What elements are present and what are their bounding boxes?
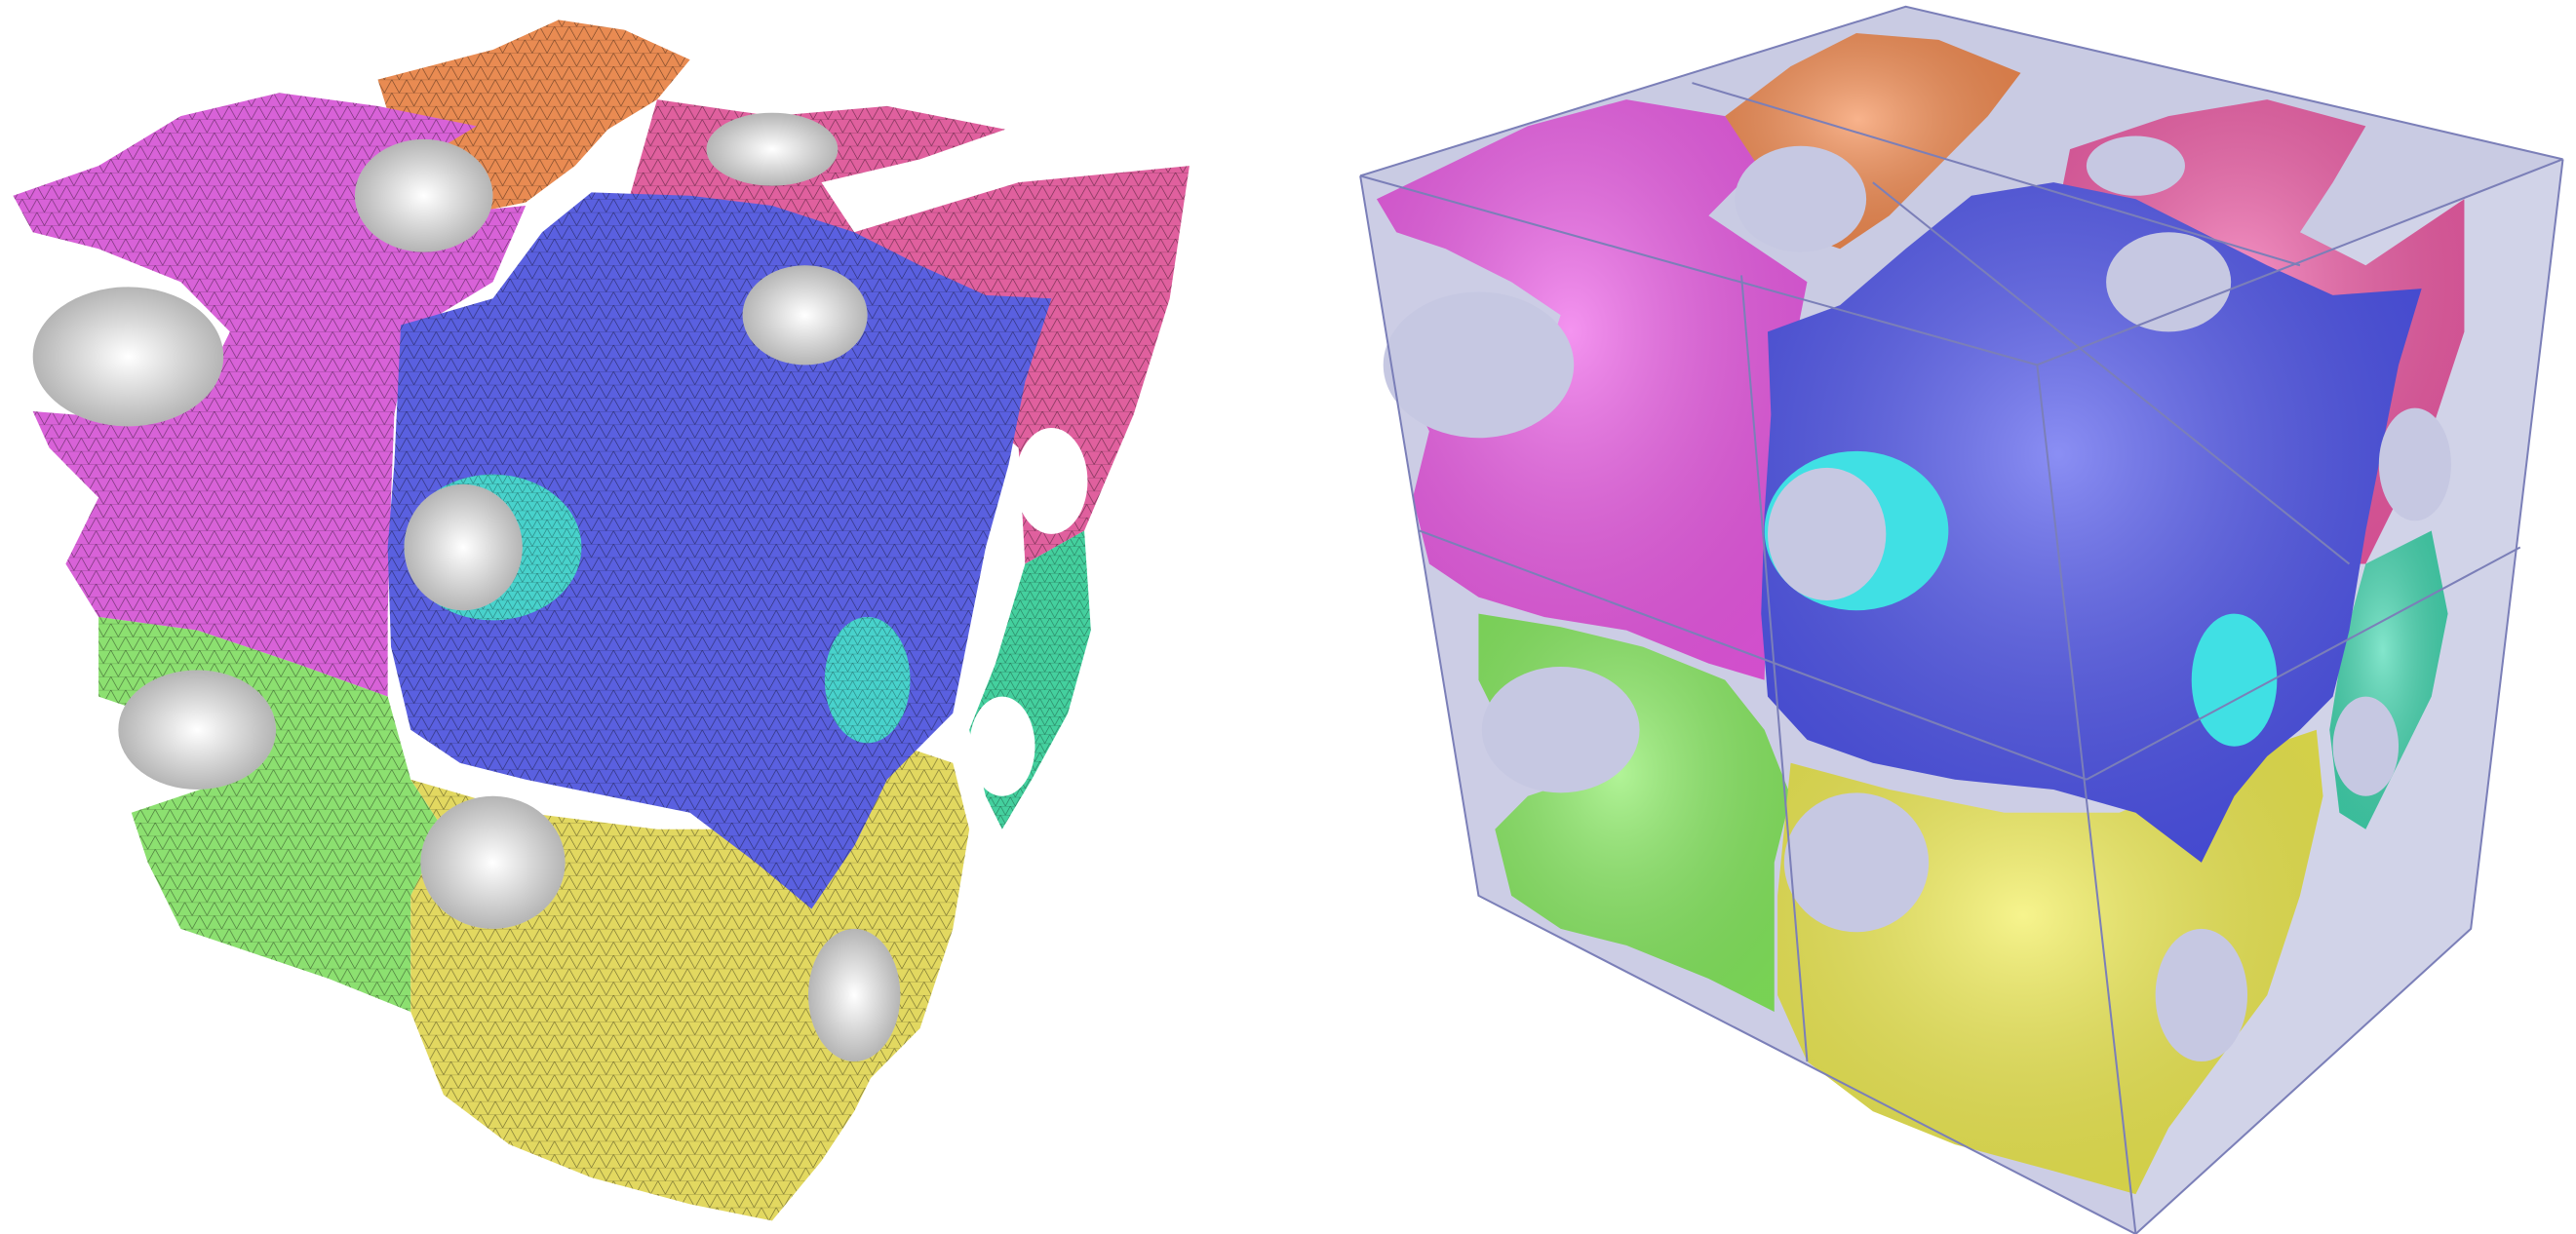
left-panel <box>13 19 1190 1221</box>
region-green-left <box>98 617 444 1012</box>
tunnels-right <box>1383 135 2451 1062</box>
tunnels-left <box>32 112 1088 1062</box>
right-panel <box>1359 5 2564 1234</box>
bounding-box-edges <box>1359 5 2564 1234</box>
region-magenta-right <box>1376 99 1808 680</box>
